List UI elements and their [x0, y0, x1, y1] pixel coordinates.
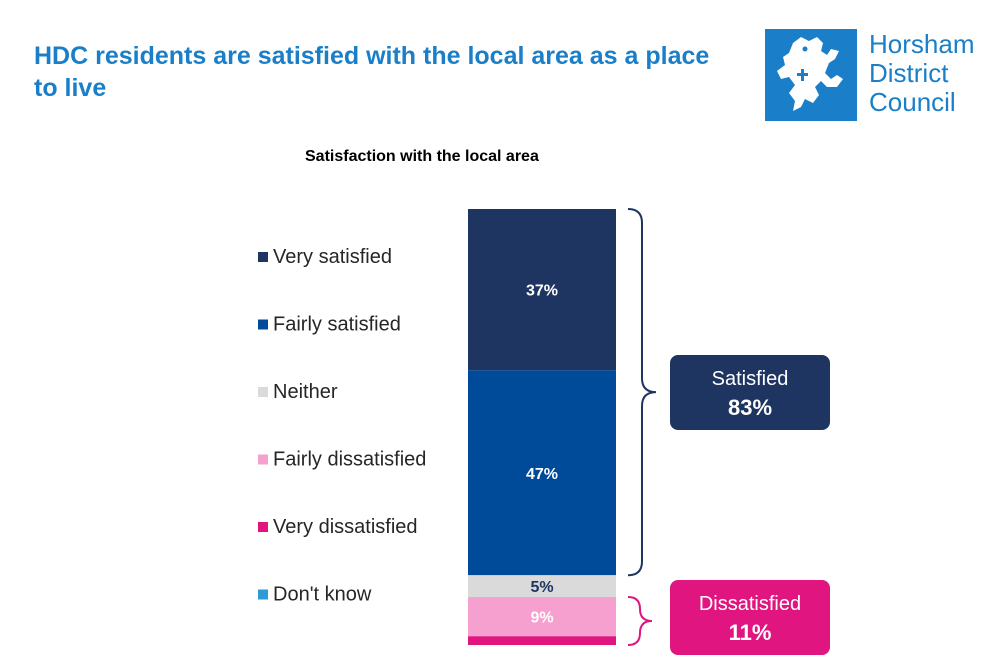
logo-line-1: Horsham [869, 29, 975, 59]
group-box-satisfied [670, 355, 830, 430]
group-value: 11% [729, 620, 772, 645]
legend-label: Neither [273, 381, 338, 403]
council-logo: Horsham District Council [765, 29, 990, 121]
bar-segment-very-satisfied [468, 209, 616, 371]
legend-label: Very dissatisfied [273, 516, 418, 538]
group-name: Dissatisfied [699, 593, 801, 615]
legend-swatch [258, 589, 268, 600]
legend-swatch [258, 319, 268, 330]
bar-segment-fairly-dissatisfied [468, 597, 616, 637]
group-value: 83% [728, 395, 772, 420]
chart-title: Satisfaction with the local area [305, 148, 539, 165]
lion-crest-icon [765, 29, 857, 121]
group-name: Satisfied [712, 368, 789, 390]
logo-wordmark: Horsham District Council [869, 30, 974, 117]
legend-label: Fairly dissatisfied [273, 449, 426, 471]
bar-segment-neither [468, 575, 616, 598]
legend-swatch [258, 252, 268, 262]
logo-line-2: District [869, 58, 949, 88]
legend-swatch [258, 454, 268, 465]
page-title: HDC residents are satisfied with the loc… [34, 42, 710, 102]
legend-label: Fairly satisfied [273, 314, 401, 336]
data-label: 9% [530, 610, 553, 627]
legend-label: Don't know [273, 584, 372, 606]
group-brace [627, 596, 653, 646]
logo-line-3: Council [869, 87, 956, 117]
group-brace [627, 208, 657, 577]
data-label: 37% [526, 283, 558, 300]
bar-segment-very-dissatisfied [468, 636, 616, 645]
bar-segment-fairly-satisfied [468, 370, 616, 576]
legend-label: Very satisfied [273, 246, 392, 268]
group-box-dissatisfied [670, 580, 830, 655]
data-label: 5% [530, 579, 553, 596]
data-label: 47% [526, 466, 558, 483]
legend-swatch [258, 522, 268, 532]
legend-swatch [258, 387, 268, 397]
